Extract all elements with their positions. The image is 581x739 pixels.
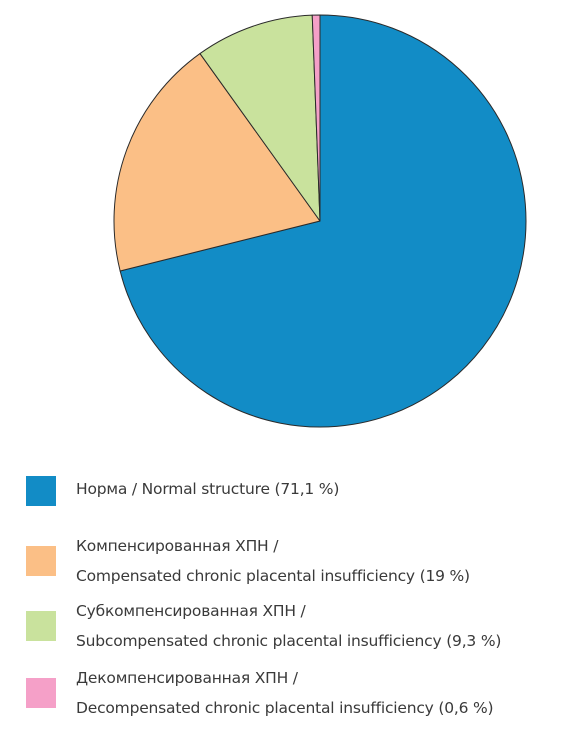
legend-swatch-normal <box>26 476 56 506</box>
legend-item-normal: Норма / Normal structure (71,1 %) <box>26 474 571 506</box>
legend-label-subcompensated-line2: Subcompensated chronic placental insuffi… <box>76 632 502 650</box>
pie-slice-compensated <box>113 53 321 272</box>
legend-label-compensated-line2: Compensated chronic placental insufficie… <box>76 567 470 585</box>
legend-label-normal: Норма / Normal structure (71,1 %) <box>76 480 340 498</box>
legend-item-compensated: Компенсированная ХПН / Compensated chron… <box>26 531 571 591</box>
legend-label-compensated-line1: Компенсированная ХПН / <box>76 537 279 555</box>
legend-label-subcompensated-line1: Субкомпенсированная ХПН / <box>76 602 306 620</box>
legend-swatch-decompensated <box>26 678 56 708</box>
chart-legend: Норма / Normal structure (71,1 %) Компен… <box>26 474 571 723</box>
pie-slice-subcompensated <box>199 14 321 222</box>
pie-slice-decompensated <box>311 14 321 222</box>
legend-label-decompensated-line2: Decompensated chronic placental insuffic… <box>76 699 494 717</box>
legend-item-decompensated: Декомпенсированная ХПН / Decompensated c… <box>26 663 571 723</box>
legend-swatch-subcompensated <box>26 611 56 641</box>
legend-swatch-compensated <box>26 546 56 576</box>
legend-label-decompensated-line1: Декомпенсированная ХПН / <box>76 669 298 687</box>
legend-item-subcompensated: Субкомпенсированная ХПН / Subcompensated… <box>26 596 571 656</box>
pie-chart <box>113 14 527 428</box>
pie-slice-normal <box>119 14 527 428</box>
